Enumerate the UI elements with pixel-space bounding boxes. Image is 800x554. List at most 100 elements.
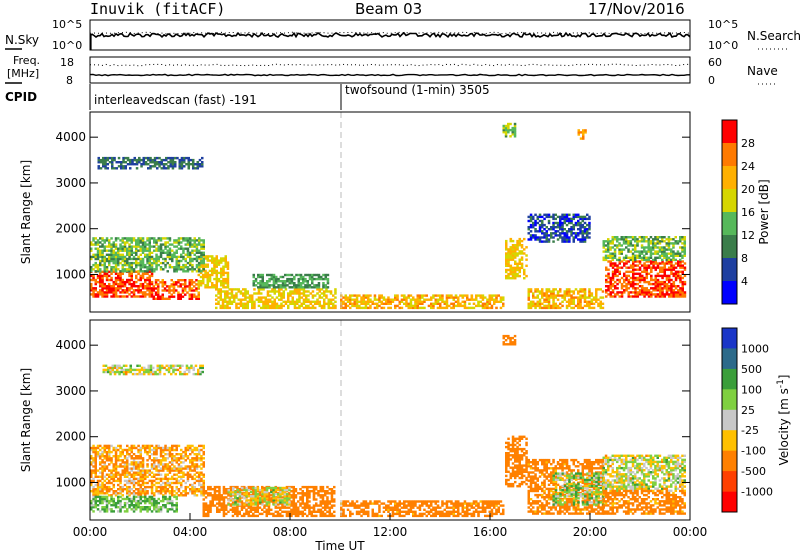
power-cell [509, 258, 513, 261]
power-cell [511, 272, 515, 276]
power-cell [110, 276, 113, 280]
power-cell [650, 276, 653, 280]
power-cell [158, 163, 161, 166]
velocity-cell [148, 444, 151, 448]
velocity-cell [168, 455, 172, 458]
velocity-cell [119, 481, 122, 485]
power-cell [187, 161, 190, 164]
power-cell [105, 245, 109, 248]
power-cell [324, 286, 327, 289]
power-cell [217, 263, 221, 266]
velocity-cell [99, 501, 102, 505]
power-cell [582, 131, 585, 134]
power-cell [667, 238, 671, 241]
power-cell [332, 306, 335, 310]
power-cell [640, 244, 644, 247]
power-cell [155, 241, 158, 244]
power-cell [167, 156, 170, 160]
power-cell [177, 281, 180, 284]
power-cell [649, 248, 653, 251]
velocity-cell [159, 455, 163, 458]
power-cell [126, 270, 129, 273]
velocity-cell [110, 469, 113, 472]
power-cell [565, 219, 569, 223]
power-cell [117, 261, 120, 265]
power-cell [324, 273, 327, 277]
power-cell [157, 287, 160, 290]
velocity-cell [141, 461, 145, 464]
power-cell [665, 248, 668, 251]
power-cell [135, 257, 138, 261]
power-cell [110, 251, 113, 254]
power-cell [135, 251, 138, 254]
power-cell [317, 277, 321, 281]
power-cell [407, 296, 410, 299]
power-cell [505, 258, 508, 261]
power-cell [177, 279, 180, 282]
power-cell [634, 236, 637, 239]
velocity-cell [238, 488, 241, 491]
velocity-cell [157, 446, 160, 450]
power-cell [488, 296, 492, 299]
velocity-cell [150, 475, 154, 478]
power-cell [459, 302, 462, 305]
power-cell [607, 276, 610, 280]
velocity-cell [99, 457, 102, 460]
power-cell [320, 275, 323, 279]
power-cell [629, 266, 633, 269]
power-cell [101, 257, 104, 261]
velocity-cell [117, 497, 120, 501]
velocity-cell [126, 497, 129, 501]
velocity-cell [105, 506, 109, 509]
power-cell [197, 284, 200, 287]
power-cell [183, 161, 186, 164]
power-cell [588, 288, 591, 291]
power-cell [511, 126, 514, 130]
power-cell [625, 238, 628, 241]
power-cell [618, 280, 621, 284]
power-cell [484, 296, 487, 299]
power-cell [222, 257, 225, 260]
power-cell [191, 259, 194, 263]
power-cell [191, 268, 194, 271]
velocity-cell [202, 508, 205, 511]
power-cell [502, 304, 505, 308]
velocity-cell [301, 506, 304, 509]
velocity-cell [123, 467, 127, 470]
power-cell [667, 258, 671, 262]
power-cell [161, 279, 164, 282]
power-cell [663, 246, 666, 249]
velocity-cell [177, 481, 181, 485]
velocity-cell [186, 485, 190, 489]
power-cell [574, 215, 578, 219]
power-cell [288, 277, 291, 281]
power-region-13 [97, 156, 204, 170]
velocity-cell [101, 459, 104, 462]
power-cell [260, 306, 263, 310]
power-cell [172, 295, 176, 298]
power-cell [638, 276, 642, 280]
power-cell [103, 274, 106, 278]
power-cell [443, 300, 446, 303]
velocity-cell [216, 490, 219, 493]
velocity-cell [92, 444, 95, 448]
power-cell [112, 249, 115, 252]
power-cell [514, 262, 517, 265]
velocity-cell [108, 499, 111, 503]
power-cell [670, 287, 673, 290]
power-cell [570, 296, 573, 299]
power-cell [121, 245, 124, 248]
power-cell [132, 251, 136, 254]
velocity-cell [148, 471, 151, 474]
power-cell [405, 298, 408, 301]
power-cell [101, 285, 104, 288]
velocity-cell [110, 510, 113, 513]
power-cell [195, 247, 199, 250]
power-cell [665, 293, 669, 296]
power-cell [636, 282, 639, 286]
power-cell [547, 228, 551, 231]
power-cell [146, 278, 149, 282]
power-cell [112, 261, 115, 265]
power-cell [523, 237, 526, 241]
power-cell [226, 282, 230, 285]
